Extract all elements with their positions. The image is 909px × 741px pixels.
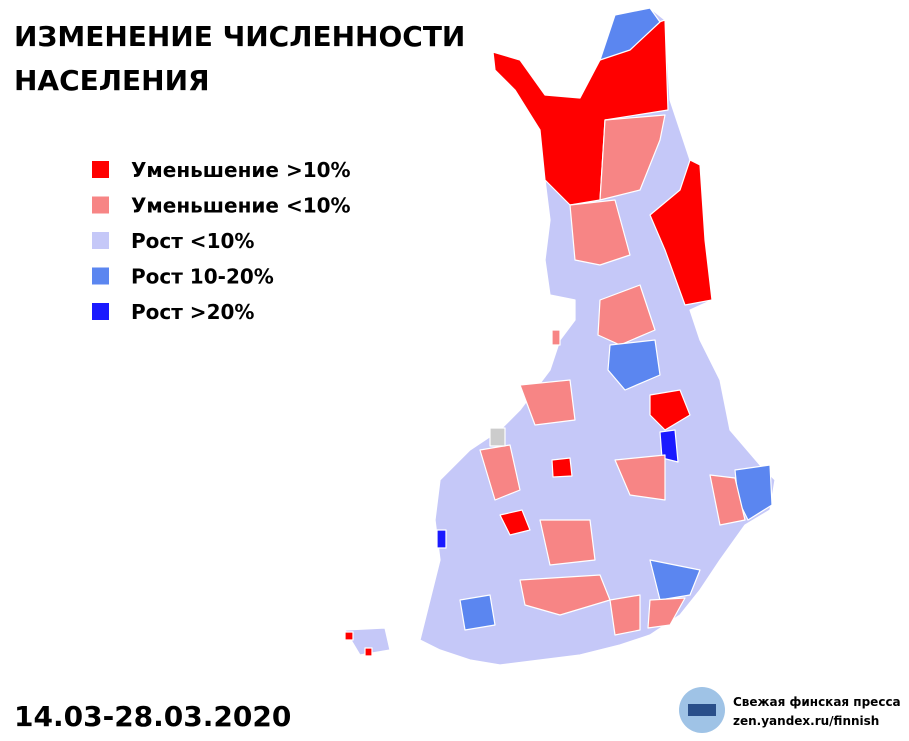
legend-label: Рост 10-20%: [131, 265, 274, 289]
region: [519, 574, 611, 616]
region: [551, 329, 561, 346]
region: [459, 594, 496, 631]
region: [599, 7, 661, 61]
region: [709, 474, 746, 526]
region: [649, 559, 701, 601]
region: [492, 19, 669, 206]
region: [647, 597, 686, 629]
island: [344, 631, 354, 641]
legend-swatch: [92, 267, 109, 285]
map: [344, 7, 776, 666]
region: [609, 594, 641, 636]
title-line: ИЗМЕНЕНИЕ ЧИСЛЕННОСТИ: [14, 20, 465, 53]
credit-line: zen.yandex.ru/finnish: [733, 714, 879, 728]
legend-label: Уменьшение <10%: [131, 194, 351, 218]
legend-swatch: [92, 196, 109, 214]
credit-line: Свежая финская пресса: [733, 695, 901, 709]
legend-label: Уменьшение >10%: [131, 158, 351, 182]
legend: Уменьшение >10% Уменьшение <10% Рост <10% Р…: [92, 158, 351, 324]
region: [649, 159, 713, 306]
region: [569, 199, 631, 266]
legend-swatch: [92, 303, 109, 320]
region: [551, 457, 573, 478]
legend-swatch: [92, 161, 109, 178]
legend-label: Рост <10%: [131, 229, 254, 253]
date: 14.03-28.03.2020: [14, 700, 291, 733]
region: [597, 284, 656, 346]
region: [607, 339, 661, 391]
island: [344, 627, 391, 656]
region: [489, 427, 506, 447]
legend-swatch: [92, 232, 109, 249]
region: [539, 519, 596, 566]
region: [436, 529, 447, 549]
region: [479, 444, 521, 501]
island: [364, 647, 373, 657]
title-line: НАСЕЛЕНИЯ: [14, 64, 210, 97]
region: [599, 114, 666, 201]
region: [519, 379, 576, 426]
region: [614, 454, 666, 501]
region: [649, 389, 691, 431]
credit: Свежая финская пресса zen.yandex.ru/finn…: [679, 687, 901, 733]
credit-icon-ship: [688, 704, 716, 716]
legend-label: Рост >20%: [131, 300, 254, 324]
title: ИЗМЕНЕНИЕ ЧИСЛЕННОСТИ НАСЕЛЕНИЯ: [14, 20, 465, 97]
region: [499, 509, 531, 536]
region: [659, 429, 679, 463]
